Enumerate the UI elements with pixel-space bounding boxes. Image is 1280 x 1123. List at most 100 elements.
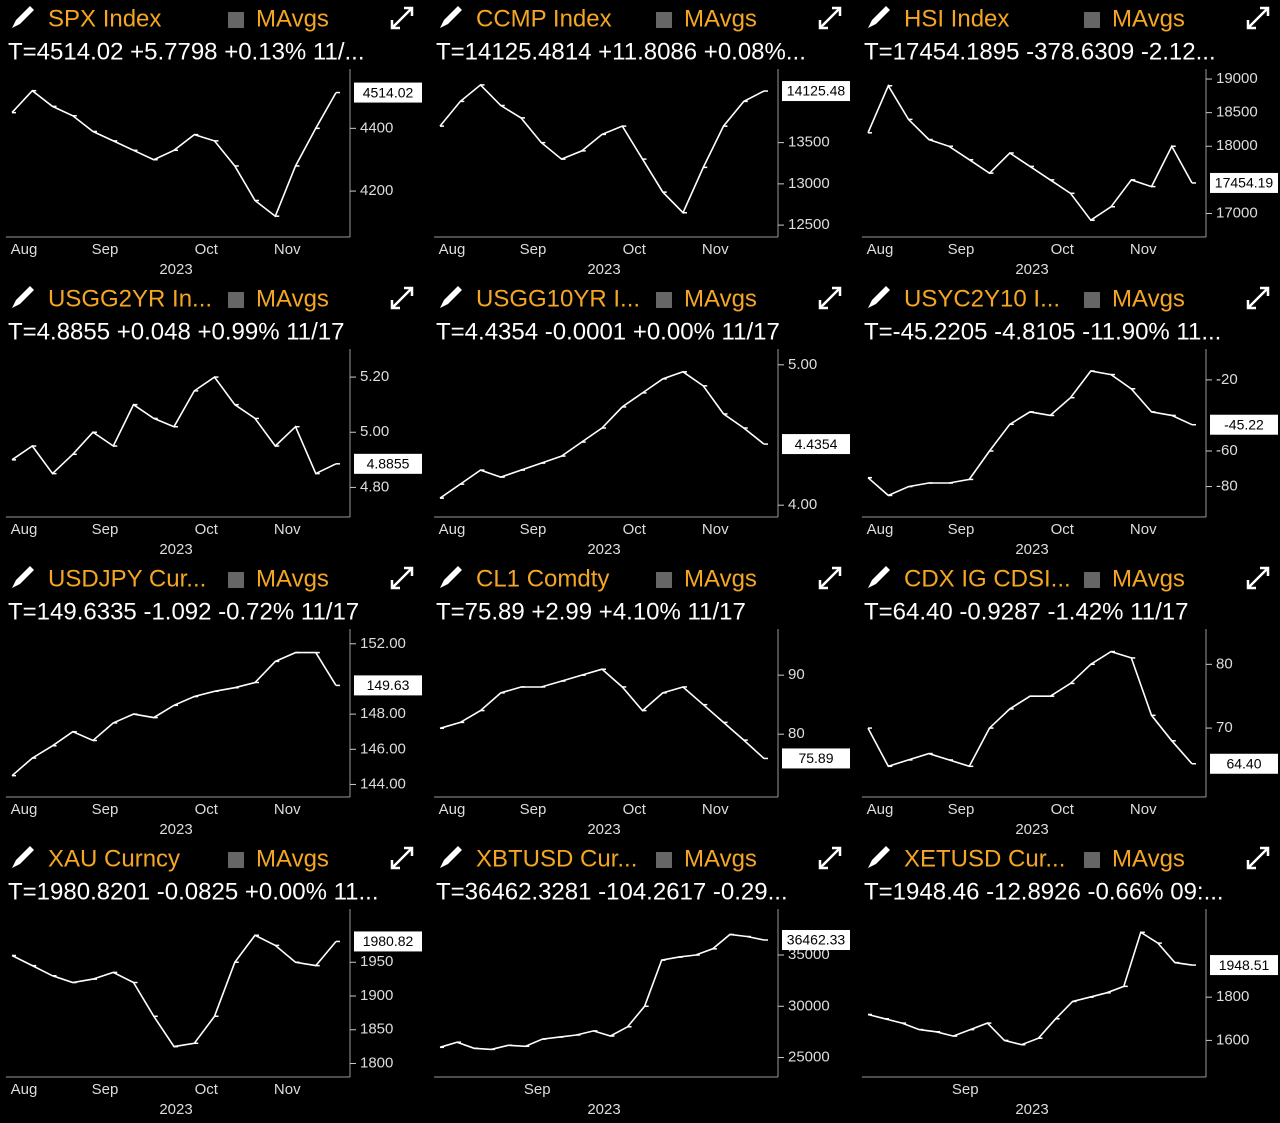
x-tick-label: Oct bbox=[1051, 521, 1075, 538]
price-line bbox=[11, 89, 337, 218]
x-tick-label: Aug bbox=[11, 521, 38, 538]
legend-label: MAvgs bbox=[1112, 5, 1185, 32]
stats-line: T=75.89 +2.99 +4.10% 11/17 bbox=[436, 598, 746, 625]
last-value-label: 14125.48 bbox=[787, 83, 846, 99]
edit-icon[interactable] bbox=[12, 6, 34, 28]
price-line bbox=[867, 84, 1193, 222]
y-tick-label: 12500 bbox=[788, 216, 830, 233]
expand-icon[interactable] bbox=[818, 6, 842, 30]
mavgs-checkbox[interactable] bbox=[656, 572, 672, 588]
edit-icon[interactable] bbox=[868, 846, 890, 868]
mavgs-checkbox[interactable] bbox=[1084, 572, 1100, 588]
last-value-label: 75.89 bbox=[798, 750, 833, 766]
expand-icon[interactable] bbox=[390, 286, 414, 310]
expand-icon[interactable] bbox=[818, 846, 842, 870]
y-tick-label: 19000 bbox=[1216, 70, 1258, 87]
chart-title: HSI Index bbox=[904, 5, 1009, 32]
y-tick-label: 4200 bbox=[360, 182, 393, 199]
y-tick-label: 4.00 bbox=[788, 496, 817, 513]
chart-panel: XBTUSD Cur... MAvgs T=36462.3281 -104.2617… bbox=[434, 845, 850, 1118]
x-tick-label: Aug bbox=[11, 801, 38, 818]
x-axis-title: 2023 bbox=[587, 541, 620, 558]
expand-icon[interactable] bbox=[390, 6, 414, 30]
y-tick-label: 25000 bbox=[788, 1049, 830, 1066]
last-value-box bbox=[354, 675, 422, 696]
x-tick-label: Aug bbox=[11, 241, 38, 258]
last-value-box bbox=[1210, 172, 1278, 193]
x-axis-title: 2023 bbox=[159, 1101, 192, 1118]
chart-panel: CL1 Comdty MAvgs T=75.89 +2.99 +4.10% 11/1… bbox=[434, 565, 850, 838]
edit-icon[interactable] bbox=[868, 6, 890, 28]
legend-label: MAvgs bbox=[684, 565, 757, 592]
last-value-box bbox=[782, 748, 850, 769]
edit-icon[interactable] bbox=[868, 566, 890, 588]
last-value-label: 1980.82 bbox=[363, 933, 414, 949]
expand-icon[interactable] bbox=[390, 846, 414, 870]
last-value-box bbox=[782, 930, 850, 951]
expand-icon[interactable] bbox=[1246, 846, 1270, 870]
last-value-box bbox=[782, 434, 850, 455]
chart-title: USDJPY Cur... bbox=[48, 565, 206, 592]
x-tick-label: Oct bbox=[1051, 241, 1075, 258]
last-value-box bbox=[1210, 753, 1278, 774]
stats-line: T=64.40 -0.9287 -1.42% 11/17 bbox=[864, 598, 1188, 625]
mavgs-checkbox[interactable] bbox=[228, 572, 244, 588]
last-value-label: 64.40 bbox=[1226, 755, 1261, 771]
y-tick-label: 4.80 bbox=[360, 478, 389, 495]
expand-icon[interactable] bbox=[1246, 6, 1270, 30]
x-tick-label: Sep bbox=[92, 801, 119, 818]
chart-panel: USDJPY Cur... MAvgs T=149.6335 -1.092 -0.7… bbox=[6, 565, 422, 838]
y-tick-label: 18000 bbox=[1216, 137, 1258, 154]
x-tick-label: Sep bbox=[520, 521, 547, 538]
mavgs-checkbox[interactable] bbox=[228, 12, 244, 28]
price-line bbox=[11, 934, 337, 1048]
chart-panel: CCMP Index MAvgs T=14125.4814 +11.8086 +0.… bbox=[434, 5, 850, 278]
expand-icon[interactable] bbox=[818, 286, 842, 310]
x-tick-label: Sep bbox=[948, 241, 975, 258]
x-tick-label: Oct bbox=[195, 521, 219, 538]
mavgs-checkbox[interactable] bbox=[1084, 292, 1100, 308]
expand-icon[interactable] bbox=[818, 566, 842, 590]
edit-icon[interactable] bbox=[440, 846, 462, 868]
x-tick-label: Oct bbox=[623, 521, 647, 538]
chart-panel: CDX IG CDSI... MAvgs T=64.40 -0.9287 -1.42… bbox=[862, 565, 1278, 838]
chart-title: XETUSD Cur... bbox=[904, 845, 1065, 872]
expand-icon[interactable] bbox=[1246, 566, 1270, 590]
last-value-label: 4.8855 bbox=[367, 456, 410, 472]
x-tick-label: Nov bbox=[274, 1081, 301, 1098]
chart-panel: USGG2YR In... MAvgs T=4.8855 +0.048 +0.99%… bbox=[6, 285, 422, 558]
y-tick-label: -60 bbox=[1216, 442, 1238, 459]
mavgs-checkbox[interactable] bbox=[1084, 852, 1100, 868]
expand-icon[interactable] bbox=[390, 566, 414, 590]
mavgs-checkbox[interactable] bbox=[228, 852, 244, 868]
edit-icon[interactable] bbox=[12, 566, 34, 588]
edit-icon[interactable] bbox=[440, 6, 462, 28]
price-line bbox=[867, 650, 1193, 768]
mavgs-checkbox[interactable] bbox=[656, 852, 672, 868]
mavgs-checkbox[interactable] bbox=[228, 292, 244, 308]
x-tick-label: Aug bbox=[867, 521, 894, 538]
chart-panel: XETUSD Cur... MAvgs T=1948.46 -12.8926 -0.… bbox=[862, 845, 1278, 1118]
x-tick-label: Sep bbox=[948, 801, 975, 818]
price-line bbox=[439, 668, 765, 760]
mavgs-checkbox[interactable] bbox=[656, 12, 672, 28]
x-tick-label: Aug bbox=[867, 241, 894, 258]
y-tick-label: 152.00 bbox=[360, 635, 406, 652]
mavgs-checkbox[interactable] bbox=[1084, 12, 1100, 28]
legend-label: MAvgs bbox=[684, 845, 757, 872]
y-tick-label: 1800 bbox=[360, 1054, 393, 1071]
x-axis-title: 2023 bbox=[1015, 821, 1048, 838]
legend-label: MAvgs bbox=[256, 845, 329, 872]
edit-icon[interactable] bbox=[12, 286, 34, 308]
edit-icon[interactable] bbox=[12, 846, 34, 868]
edit-icon[interactable] bbox=[868, 286, 890, 308]
chart-title: XBTUSD Cur... bbox=[476, 845, 637, 872]
chart-title: CL1 Comdty bbox=[476, 565, 609, 592]
y-tick-label: 90 bbox=[788, 666, 805, 683]
mavgs-checkbox[interactable] bbox=[656, 292, 672, 308]
y-tick-label: 1850 bbox=[360, 1021, 393, 1038]
y-tick-label: 1800 bbox=[1216, 988, 1249, 1005]
edit-icon[interactable] bbox=[440, 286, 462, 308]
edit-icon[interactable] bbox=[440, 566, 462, 588]
expand-icon[interactable] bbox=[1246, 286, 1270, 310]
